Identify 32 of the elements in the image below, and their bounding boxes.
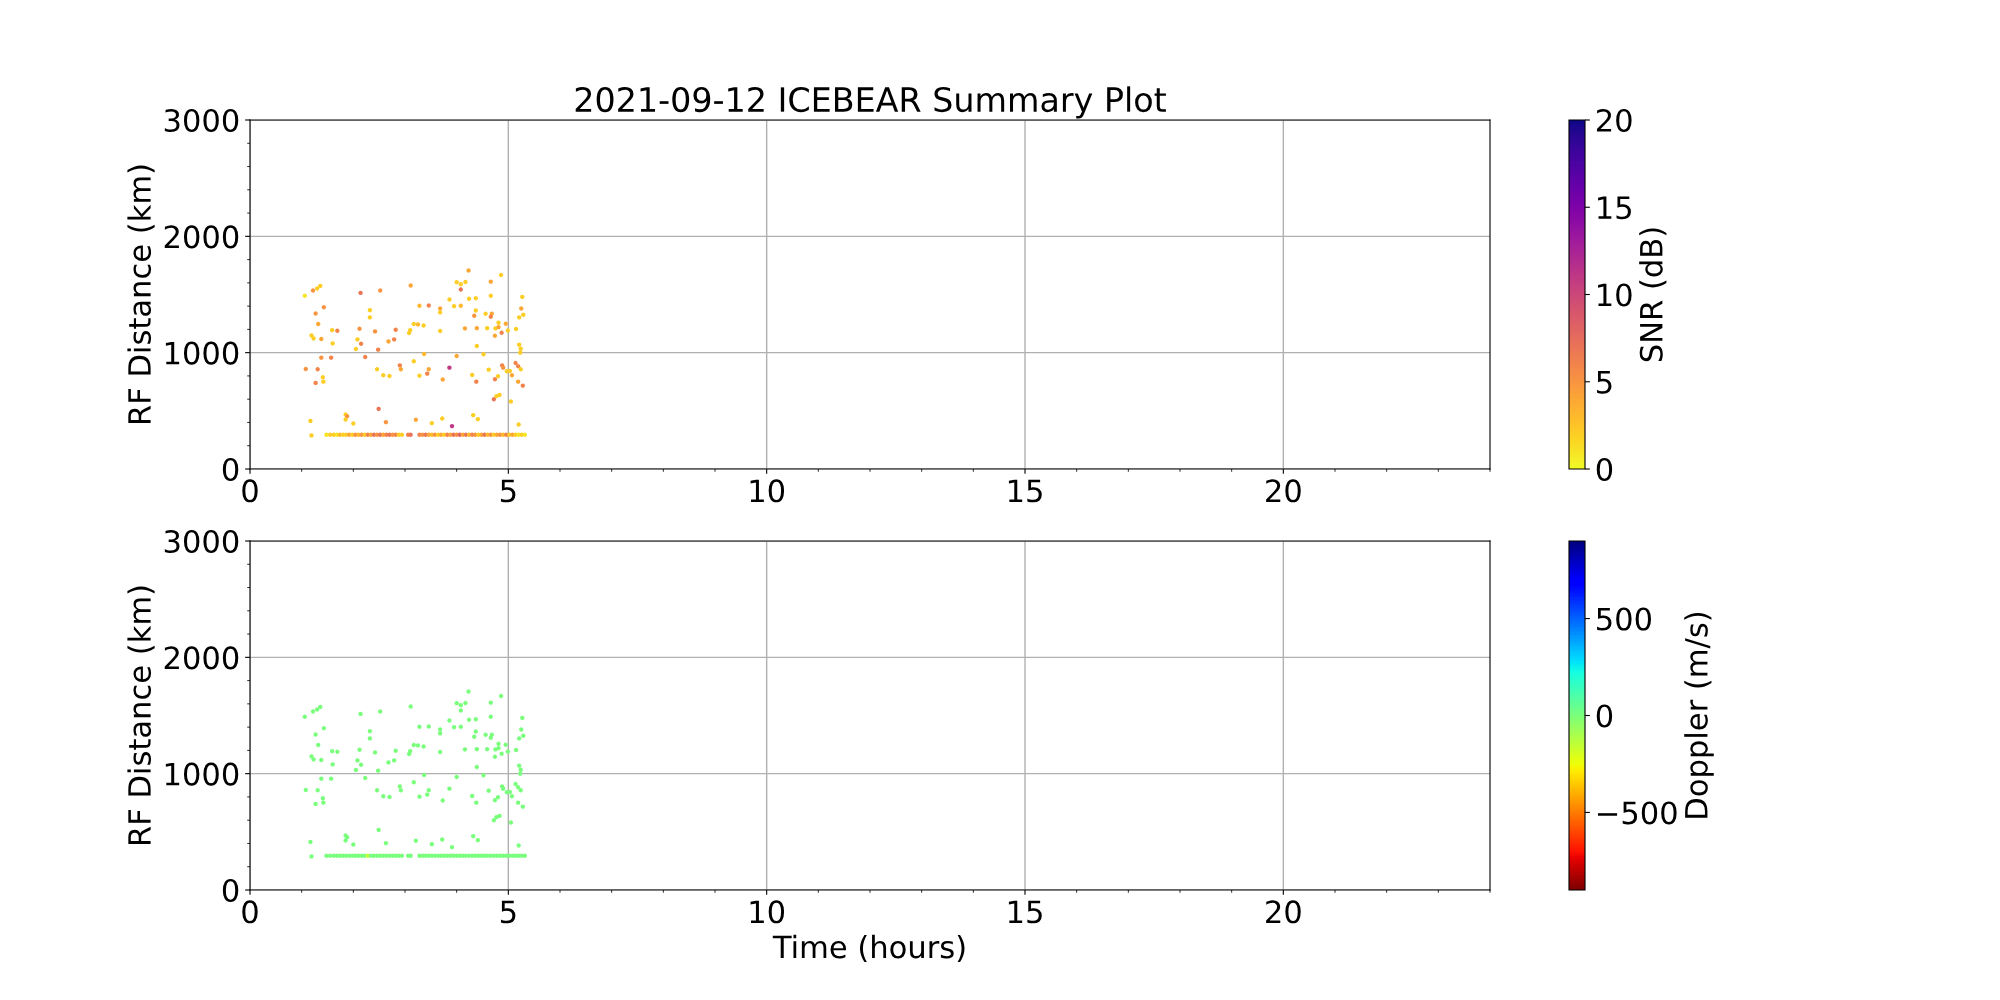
y-tick-label: 0 <box>222 457 239 482</box>
y-tick-label: 0 <box>222 878 239 903</box>
color-bar-label: 10 <box>1598 283 1632 307</box>
x-tick-label: 10 <box>750 900 785 924</box>
y-tick-label: 3000 <box>164 529 239 554</box>
y-tick-label: 1000 <box>165 341 239 365</box>
x-tick-label: 0 <box>242 900 258 924</box>
y-tick-label: 1000 <box>165 762 239 786</box>
color-bar-label: 5 <box>1597 371 1612 394</box>
color-bar-label: 500 <box>1597 607 1652 631</box>
y-tick-label: 2000 <box>164 646 239 670</box>
color-bar-label: 0 <box>1596 457 1613 482</box>
color-bar-title: SNR (dB) <box>1639 228 1667 362</box>
x-tick-label: 20 <box>1266 900 1301 924</box>
color-bar-label: 0 <box>1596 704 1613 728</box>
y-tick-label: 2000 <box>164 225 239 249</box>
x-tick-label: 15 <box>1008 479 1042 503</box>
y-tick-label: 3000 <box>164 108 239 133</box>
x-tick-label: 0 <box>242 479 258 503</box>
y-axis-title: RF Distance (km) <box>127 165 155 424</box>
x-axis-title: Time (hours) <box>772 934 965 963</box>
y-axis-title: RF Distance (km) <box>127 586 155 845</box>
color-bar-label: 20 <box>1596 108 1632 133</box>
color-bar-title: Doppler (m/s) <box>1684 612 1714 818</box>
color-bar-label: −500 <box>1597 801 1677 825</box>
x-tick-label: 10 <box>750 479 785 503</box>
x-tick-label: 15 <box>1008 900 1042 924</box>
x-tick-label: 20 <box>1266 479 1301 503</box>
chart-title: 2021-09-12 ICEBEAR Summary Plot <box>575 86 1166 119</box>
x-tick-label: 5 <box>500 479 516 503</box>
x-tick-label: 5 <box>500 900 516 924</box>
color-bar-label: 15 <box>1598 196 1631 220</box>
